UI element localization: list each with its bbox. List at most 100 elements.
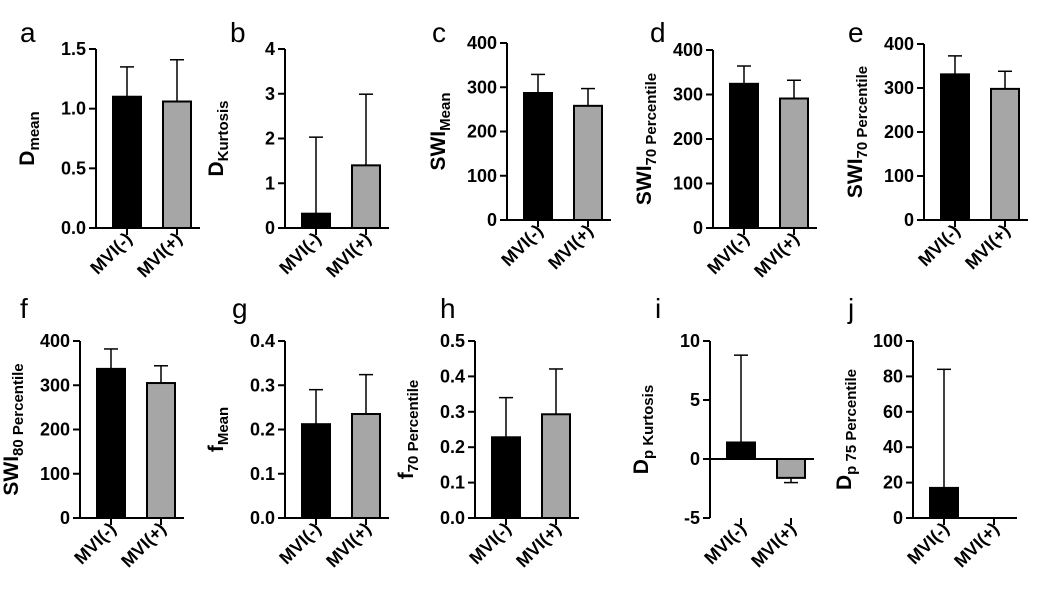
- bar-mvi-pos: [779, 97, 809, 229]
- category-label: MVI(-): [903, 519, 952, 568]
- category-label: MVI(+): [512, 519, 565, 572]
- y-tick-label: 2: [265, 129, 275, 149]
- panel-letter: d: [650, 17, 666, 48]
- category-label: MVI(-): [70, 519, 119, 568]
- bar-mvi-pos: [351, 413, 381, 520]
- y-axis-label: DKurtosis: [205, 100, 232, 176]
- chart-panel-g: g 0.0 0.1 0.2 0.3 0.4 MVI(-)MVI(+) fMean: [205, 293, 389, 571]
- category-label: MVI(+): [117, 519, 170, 572]
- y-tick-label: 400: [884, 34, 914, 54]
- bar-mvi-neg: [301, 423, 331, 519]
- chart-panel-a: a 0.0 0.5 1.0 1.5 MVI(-)MVI(+) Dmean: [16, 17, 200, 281]
- chart-panel-d: d 0 100 200 300 400 MVI(-)MVI(+) SWI70 Percenti…: [633, 17, 817, 281]
- category-label: MVI(+): [747, 519, 800, 572]
- y-axis-label: fMean: [205, 407, 232, 452]
- category-label: MVI(-): [465, 519, 514, 568]
- chart-panel-h: h 0.0 0.1 0.2 0.3 0.4 0.5 MVI(-)MVI(+) f70 Perce…: [395, 293, 579, 571]
- y-tick-label: 40: [883, 437, 903, 457]
- category-label: MVI(+): [950, 519, 1003, 572]
- y-tick-label: 0.0: [61, 218, 86, 238]
- y-tick-label: 60: [883, 402, 903, 422]
- y-tick-label: 200: [467, 122, 497, 142]
- panel-letter: a: [20, 17, 36, 48]
- y-tick-label: -5: [684, 508, 700, 528]
- y-tick-label: 0.2: [440, 437, 465, 457]
- y-tick-label: 0: [893, 508, 903, 528]
- bar-mvi-neg: [96, 367, 126, 519]
- bar-mvi-neg: [729, 82, 759, 229]
- y-tick-label: 300: [467, 77, 497, 97]
- panel-letter: g: [232, 293, 248, 324]
- bar-mvi-pos: [990, 87, 1020, 221]
- chart-panel-c: c 0 100 200 300 400 MVI(-)MVI(+) SWIMean: [427, 17, 611, 273]
- category-label: MVI(+): [322, 229, 375, 282]
- chart-panel-i: i -5 0 5 10 MVI(-)MVI(+) Dp Kurtosis: [630, 293, 814, 571]
- chart-panel-f: f 0 100 200 300 400 MVI(-)MVI(+) SWI80 Percenti…: [0, 293, 184, 571]
- y-tick-label: 300: [40, 375, 70, 395]
- y-tick-label: 200: [884, 122, 914, 142]
- y-tick-label: 0.0: [440, 508, 465, 528]
- panel-letter: h: [440, 293, 456, 324]
- category-label: MVI(-): [275, 229, 324, 278]
- y-tick-label: 300: [673, 85, 703, 105]
- y-tick-label: 100: [40, 464, 70, 484]
- y-tick-label: 20: [883, 473, 903, 493]
- y-tick-label: 200: [673, 129, 703, 149]
- y-tick-label: 0.2: [250, 420, 275, 440]
- bar-mvi-neg: [929, 486, 959, 520]
- chart-panel-j: j 0 20 40 60 80 100 MVI(-)MVI(+) Dp 75 Percentil…: [833, 293, 1017, 571]
- bar-mvi-neg: [301, 212, 331, 229]
- y-tick-label: 0.0: [250, 508, 275, 528]
- y-tick-label: 400: [40, 331, 70, 351]
- y-axis-label: SWIMean: [427, 92, 454, 170]
- y-tick-label: 80: [883, 366, 903, 386]
- y-tick-label: 5: [690, 390, 700, 410]
- category-label: MVI(+): [322, 519, 375, 572]
- category-label: MVI(-): [275, 519, 324, 568]
- bar-mvi-pos: [162, 100, 192, 229]
- category-label: MVI(+): [750, 229, 803, 282]
- category-label: MVI(+): [544, 221, 597, 274]
- y-axis-label: Dp 75 Percentile: [833, 369, 860, 490]
- panel-letter: f: [20, 293, 28, 324]
- y-tick-label: 0: [693, 218, 703, 238]
- y-tick-label: 0.4: [440, 366, 465, 386]
- y-tick-label: 400: [467, 33, 497, 53]
- y-tick-label: 0.1: [250, 464, 275, 484]
- bar-mvi-pos: [573, 104, 603, 221]
- y-axis-label: Dp Kurtosis: [630, 385, 657, 474]
- panel-letter: b: [230, 17, 246, 48]
- panel-letter: j: [847, 293, 854, 324]
- y-axis-label: f70 Percentile: [395, 380, 422, 480]
- y-axis-label: Dmean: [16, 111, 43, 165]
- y-axis-label: SWI80 Percentile: [0, 363, 27, 495]
- y-tick-label: 4: [265, 39, 275, 59]
- y-axis-label: SWI70 Percentile: [844, 66, 871, 198]
- y-tick-label: 100: [873, 331, 903, 351]
- y-tick-label: 0.3: [440, 402, 465, 422]
- y-tick-label: 10: [680, 331, 700, 351]
- y-tick-label: 0.5: [440, 331, 465, 351]
- panel-letter: e: [848, 17, 864, 48]
- category-label: MVI(-): [914, 221, 963, 270]
- category-label: MVI(-): [86, 229, 135, 278]
- y-tick-label: 0: [904, 210, 914, 230]
- y-tick-label: 0.5: [61, 158, 86, 178]
- chart-panel-e: e 0 100 200 300 400 MVI(-)MVI(+) SWI70 Percenti…: [844, 17, 1028, 273]
- bar-mvi-neg: [112, 95, 142, 229]
- y-axis-label: SWI70 Percentile: [633, 73, 660, 205]
- y-tick-label: 300: [884, 78, 914, 98]
- category-label: MVI(+): [961, 221, 1014, 274]
- bar-mvi-pos: [776, 458, 806, 479]
- y-tick-label: 1.5: [61, 39, 86, 59]
- y-tick-label: 100: [673, 174, 703, 194]
- y-tick-label: 0.3: [250, 375, 275, 395]
- chart-panel-b: b 0 1 2 3 4 MVI(-)MVI(+) DKurtosis: [205, 17, 389, 281]
- category-label: MVI(-): [703, 229, 752, 278]
- bar-mvi-neg: [523, 92, 553, 221]
- bar-mvi-neg: [726, 441, 756, 461]
- panel-letter: i: [655, 293, 661, 324]
- y-tick-label: 0: [60, 508, 70, 528]
- y-tick-label: 400: [673, 40, 703, 60]
- category-label: MVI(+): [133, 229, 186, 282]
